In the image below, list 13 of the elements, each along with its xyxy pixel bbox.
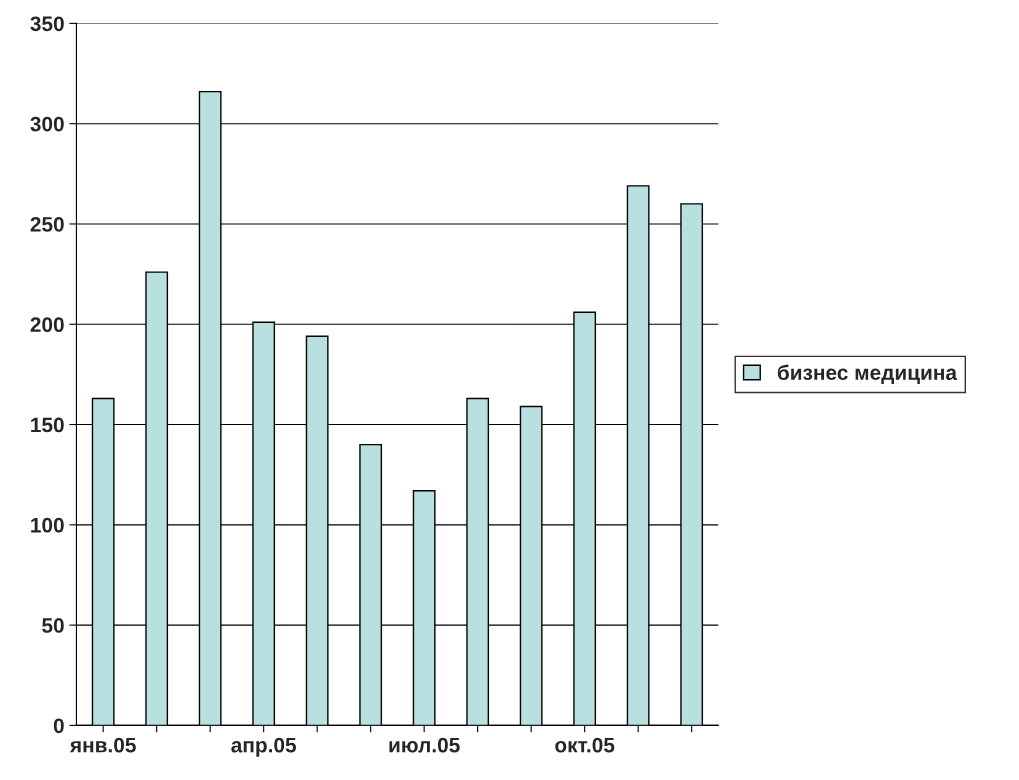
y-tick-label: 200 bbox=[30, 317, 64, 333]
y-tick-label: 50 bbox=[42, 618, 64, 633]
x-tick-label: июл.05 bbox=[389, 737, 460, 753]
y-tick-label: 150 bbox=[31, 417, 64, 433]
y-tick-label: 250 bbox=[30, 216, 64, 232]
legend-label: бизнес медицина bbox=[777, 364, 958, 384]
x-tick-label: окт.05 bbox=[555, 737, 615, 753]
y-tick-label: 300 bbox=[30, 116, 64, 132]
x-tick-label: янв.05 bbox=[69, 737, 136, 753]
y-tick-label: 100 bbox=[31, 517, 64, 533]
y-tick-label: 350 bbox=[30, 16, 64, 32]
x-tick-label: апр.05 bbox=[231, 737, 297, 757]
y-tick-label: 0 bbox=[53, 718, 64, 734]
